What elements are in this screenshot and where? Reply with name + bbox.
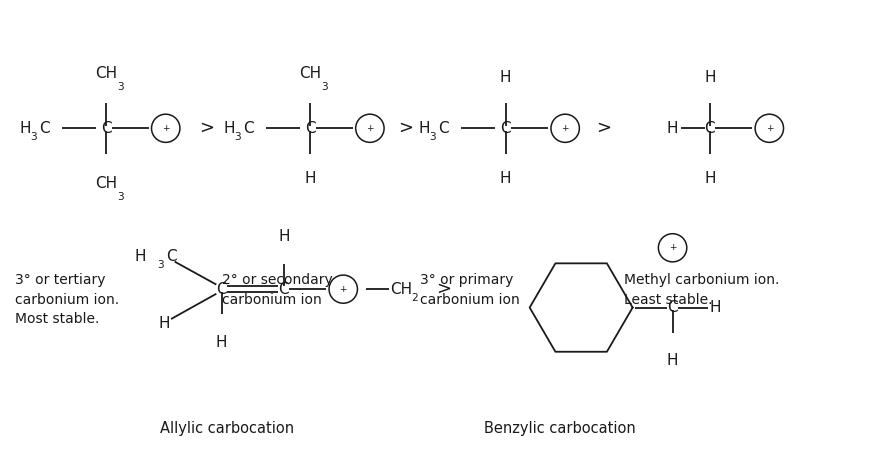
Text: Allylic carbocation: Allylic carbocation	[159, 421, 294, 436]
Text: 3: 3	[30, 132, 37, 142]
Text: H: H	[418, 121, 430, 136]
Text: 3° or tertiary
carbonium ion.
Most stable.: 3° or tertiary carbonium ion. Most stabl…	[15, 273, 119, 326]
Text: Benzylic carbocation: Benzylic carbocation	[484, 421, 635, 436]
Text: C: C	[279, 282, 289, 297]
Text: H: H	[704, 171, 716, 186]
Text: 3: 3	[157, 260, 164, 270]
Text: C: C	[438, 121, 449, 136]
Text: CH: CH	[95, 176, 117, 191]
Text: >: >	[398, 119, 413, 137]
Text: C: C	[243, 121, 254, 136]
Text: CH: CH	[95, 66, 117, 80]
Text: H: H	[704, 70, 716, 85]
Text: 3: 3	[116, 192, 124, 202]
Text: H: H	[667, 121, 678, 136]
Text: C: C	[101, 121, 112, 136]
Text: C: C	[216, 282, 227, 297]
Text: H: H	[223, 121, 235, 136]
Text: +: +	[765, 124, 773, 133]
Text: C: C	[167, 249, 177, 264]
Text: >: >	[199, 119, 214, 137]
Text: 3: 3	[116, 82, 124, 92]
Text: C: C	[306, 121, 315, 136]
Text: +: +	[366, 124, 374, 133]
Text: CH: CH	[299, 66, 322, 80]
Text: H: H	[278, 229, 289, 244]
Text: +: +	[340, 285, 347, 293]
Text: 3: 3	[429, 132, 436, 142]
Text: C: C	[500, 121, 511, 136]
Text: >: >	[596, 119, 611, 137]
Text: H: H	[19, 121, 30, 136]
Text: CH: CH	[391, 282, 412, 297]
Text: Methyl carbonium ion.
Least stable.: Methyl carbonium ion. Least stable.	[624, 273, 780, 307]
Text: H: H	[710, 300, 721, 315]
Text: H: H	[159, 316, 169, 331]
Text: H: H	[134, 249, 146, 264]
Text: +: +	[562, 124, 569, 133]
Text: H: H	[216, 335, 228, 350]
Text: +: +	[162, 124, 169, 133]
Text: C: C	[668, 300, 678, 315]
Text: H: H	[500, 171, 512, 186]
Text: H: H	[500, 70, 512, 85]
Text: H: H	[667, 353, 678, 368]
Text: >: >	[436, 280, 451, 298]
Text: 2° or secondary
carbonium ion: 2° or secondary carbonium ion	[221, 273, 332, 307]
Text: C: C	[704, 121, 715, 136]
Text: 3° or primary
carbonium ion: 3° or primary carbonium ion	[419, 273, 520, 307]
Text: C: C	[39, 121, 49, 136]
Text: +: +	[668, 243, 676, 252]
Text: H: H	[305, 171, 316, 186]
Text: 2: 2	[410, 293, 418, 303]
Text: 3: 3	[321, 82, 328, 92]
Text: 3: 3	[234, 132, 241, 142]
